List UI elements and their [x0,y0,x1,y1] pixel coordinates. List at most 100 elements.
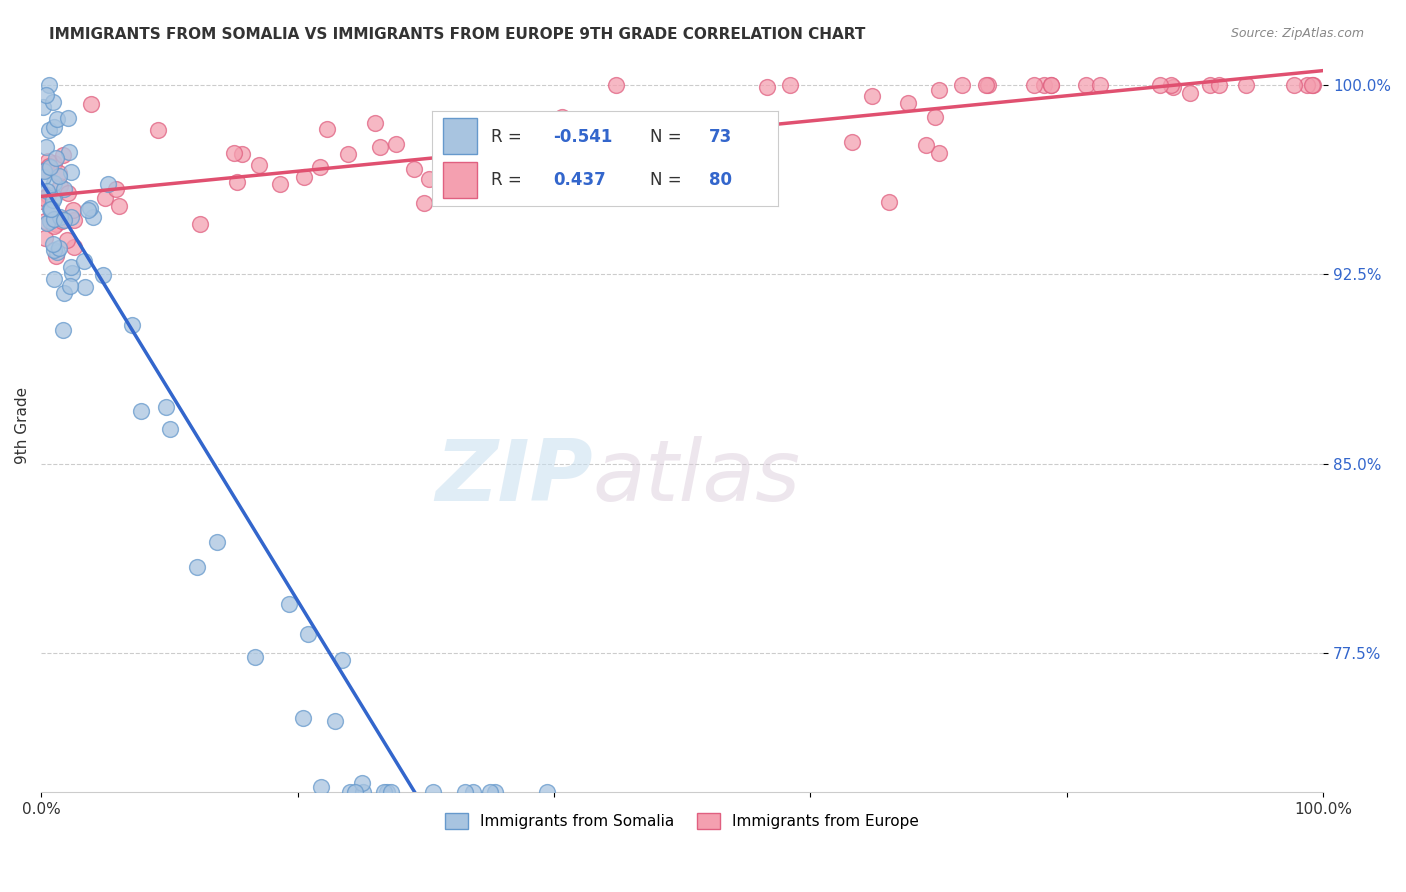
Point [915,137,938,152]
Legend: Immigrants from Somalia, Immigrants from Europe: Immigrants from Somalia, Immigrants from… [439,807,925,836]
Point [32,191,55,205]
Point [950,78,973,92]
Point [38,123,60,137]
Point [108,198,131,212]
Point [51,214,73,228]
Point [146,123,169,137]
Point [34,214,56,228]
Point [53,182,76,196]
Point [1088,78,1111,92]
Point [48,210,70,224]
Point [1198,78,1220,92]
Point [350,776,373,790]
Point [56,233,79,247]
Point [756,79,779,94]
Text: atlas: atlas [592,435,800,518]
Point [637,175,659,189]
Point [779,78,801,92]
Point [373,785,395,799]
Point [380,785,402,799]
Point [225,175,247,189]
Point [155,400,177,414]
Point [292,170,315,185]
Point [976,78,998,92]
Point [62,202,84,217]
Point [977,78,1000,92]
Point [352,785,374,799]
Point [364,116,387,130]
Point [536,785,558,799]
Point [32,162,55,177]
Point [34,87,56,102]
Point [404,162,426,177]
Point [44,190,66,204]
Point [32,100,55,114]
Point [1039,78,1062,92]
Point [277,597,299,611]
Point [44,156,66,170]
Point [897,95,920,110]
Point [60,165,83,179]
Point [91,268,114,282]
Point [79,96,101,111]
Point [52,148,75,162]
Point [297,626,319,640]
Point [1149,78,1171,92]
Point [42,271,65,285]
Point [34,231,56,245]
Point [42,219,65,233]
Point [222,146,245,161]
Point [368,140,391,154]
Point [121,318,143,333]
Point [59,279,82,293]
Point [186,559,208,574]
Point [928,83,950,97]
Point [479,785,502,799]
Point [1301,78,1323,92]
Point [1074,78,1097,92]
Point [32,164,55,178]
Text: ZIP: ZIP [434,435,592,518]
Point [45,249,67,263]
Point [468,149,491,163]
Point [56,112,79,126]
Point [48,169,70,184]
Point [454,785,477,799]
Point [42,236,65,251]
Point [48,166,70,180]
Point [45,217,67,231]
Point [94,192,117,206]
Point [76,202,98,217]
Text: IMMIGRANTS FROM SOMALIA VS IMMIGRANTS FROM EUROPE 9TH GRADE CORRELATION CHART: IMMIGRANTS FROM SOMALIA VS IMMIGRANTS FR… [49,27,866,42]
Point [59,210,82,224]
Point [31,170,53,185]
Point [188,218,211,232]
Point [37,187,59,202]
Point [37,154,59,169]
Point [385,136,408,151]
Point [484,785,506,799]
Point [1022,78,1045,92]
Point [323,714,346,728]
Point [42,120,65,135]
Point [49,179,72,194]
Point [42,212,65,227]
Point [1032,78,1054,92]
Point [291,711,314,725]
Point [31,194,53,208]
Point [42,244,65,258]
Point [1234,78,1257,92]
Point [1302,78,1324,92]
Point [339,785,361,799]
Point [486,119,509,133]
Point [41,193,63,207]
Point [39,202,62,217]
Point [59,260,82,275]
Point [533,149,555,163]
Point [243,650,266,665]
Point [39,214,62,228]
Point [41,202,63,216]
Point [205,535,228,549]
Point [231,147,253,161]
Point [38,159,60,173]
